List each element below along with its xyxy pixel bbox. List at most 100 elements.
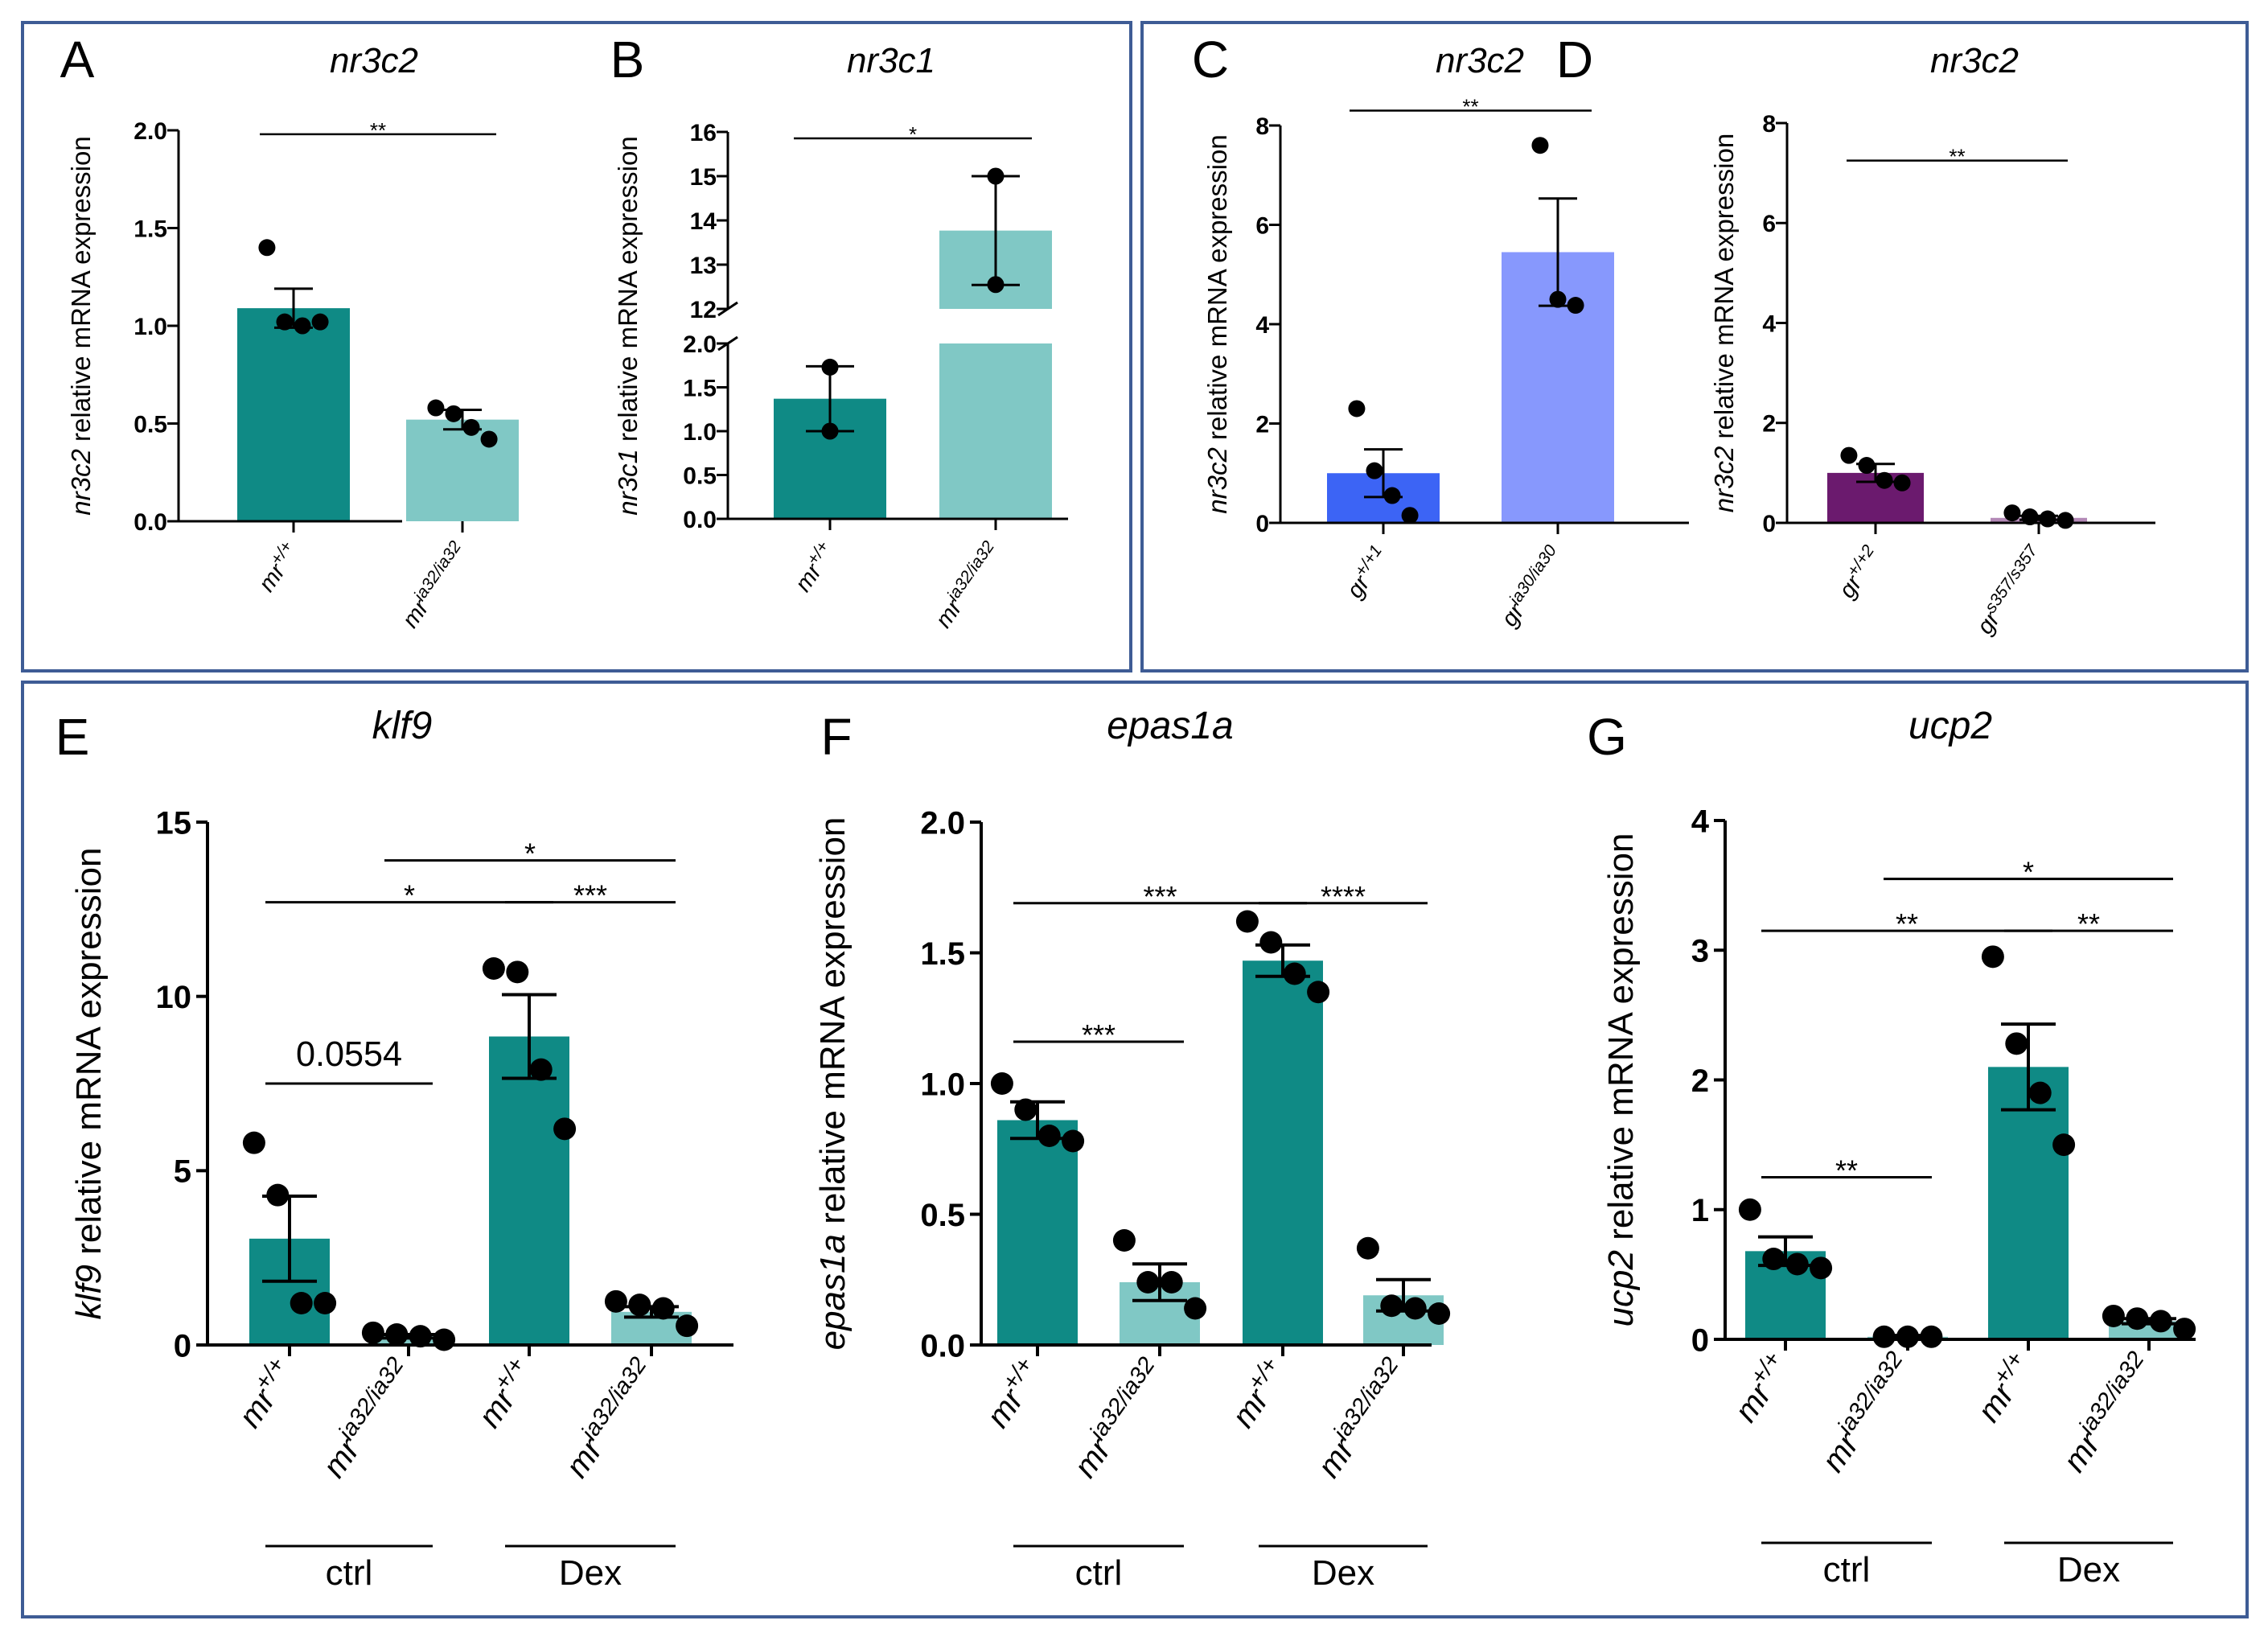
panel-c-data-point — [1348, 400, 1366, 417]
panel-a-data-point — [258, 239, 276, 257]
panel-g-bar — [1988, 1067, 2069, 1339]
category-superscript: ia32/ia32 — [334, 1352, 409, 1445]
panel-d-y-tick-label: 6 — [1762, 211, 1776, 237]
panel-a-letter: A — [60, 31, 95, 88]
panel-b-y-tick-label: 14 — [690, 208, 717, 235]
ylabel-gene: epas1a — [813, 1234, 853, 1350]
panel-g-data-point — [2052, 1133, 2076, 1157]
panel-d-data-point — [2003, 504, 2021, 522]
panel-e-data-point — [553, 1117, 577, 1141]
panel-f-significance-label: *** — [1143, 880, 1177, 913]
panel-f-significance-label: *** — [1082, 1018, 1116, 1051]
panel-f-data-point — [1283, 962, 1306, 985]
panel-d-title: nr3c2 — [1930, 41, 2019, 80]
panel-d-data-point — [2056, 512, 2074, 529]
panel-a-data-point — [276, 313, 294, 331]
panel-f-data-point — [1307, 981, 1330, 1004]
panel-d-category-label: grs357/s357 — [1969, 541, 2050, 640]
panel-e-bar — [368, 1336, 449, 1345]
panel-g-category-label: mr+/+ — [1724, 1347, 1798, 1428]
category-base: mr — [559, 1432, 610, 1484]
panel-g-data-point — [2005, 1032, 2028, 1055]
panel-e-y-tick-label: 0 — [174, 1328, 191, 1363]
panel-f-bar — [1243, 960, 1323, 1345]
panel-g-y-tick-label: 3 — [1691, 934, 1709, 969]
panel-d-data-point — [1858, 457, 1876, 475]
panel-c-letter: C — [1192, 31, 1229, 88]
panel-f-group-label: Dex — [1312, 1553, 1374, 1593]
panel-g-letter: G — [1587, 708, 1627, 766]
panel-f-title: epas1a — [1107, 705, 1233, 747]
panel-b-letter: B — [610, 31, 645, 88]
panel-g-data-point — [1738, 1198, 1761, 1221]
panel-g-data-point — [2149, 1310, 2172, 1333]
panel-a-category-label: mr+/+ — [251, 537, 305, 597]
panel-c-data-point — [1531, 137, 1549, 154]
ylabel-rest: relative mRNA expression — [1202, 134, 1232, 447]
panel-g-significance-label: ** — [1896, 907, 1918, 940]
panel-b-y-tick-label: 12 — [690, 297, 717, 323]
panel-e-category-label: mr+/+ — [468, 1352, 542, 1433]
ylabel-gene: nr3c2 — [1202, 447, 1232, 514]
panel-a-y-tick-label: 2.0 — [134, 118, 167, 145]
panel-c-y-tick-label: 6 — [1255, 212, 1269, 239]
panel-f-data-point — [1403, 1297, 1427, 1320]
panel-b-y-tick-label: 2.0 — [683, 331, 717, 358]
panel-c-category-label: gria30/ia30 — [1494, 541, 1569, 631]
panel-f-y-tick-label: 1.0 — [920, 1067, 965, 1102]
panel-a-y-tick-label: 0.5 — [134, 411, 167, 438]
panel-f-y-tick-label: 1.5 — [920, 936, 965, 972]
frame-panels-efg — [21, 681, 2249, 1618]
category-superscript: ia32/ia32 — [1329, 1352, 1404, 1445]
panel-f-data-point — [990, 1072, 1013, 1095]
category-superscript: ia32/ia32 — [410, 537, 465, 604]
panel-a-y-tick-label: 1.5 — [134, 216, 167, 242]
category-base: mr — [1728, 1376, 1780, 1429]
category-base: mr — [316, 1432, 368, 1484]
panel-d-data-point — [1876, 471, 1893, 489]
panel-g-group-label: Dex — [2057, 1550, 2120, 1590]
panel-g-group-label: ctrl — [1823, 1550, 1871, 1590]
panel-c-data-point — [1401, 507, 1419, 524]
panel-b-category-label: mr+/+ — [787, 537, 841, 597]
panel-f-data-point — [1356, 1236, 1379, 1260]
panel-e-group-label: ctrl — [326, 1553, 373, 1593]
panel-e-data-point — [433, 1328, 456, 1351]
panel-d-letter: D — [1556, 31, 1593, 88]
panel-f-category-label: mria32/ia32 — [1307, 1352, 1415, 1483]
panel-g-significance-label: * — [2023, 856, 2034, 889]
frame-panels-ab — [21, 21, 1132, 672]
panel-f-ylabel: epas1a relative mRNA expression — [813, 817, 853, 1351]
panel-a-data-point — [462, 418, 480, 436]
panel-g-title: ucp2 — [1908, 705, 1992, 747]
panel-e-data-point — [604, 1289, 627, 1313]
ylabel-gene: nr3c2 — [66, 449, 96, 516]
panel-e-y-tick-label: 15 — [156, 805, 192, 841]
panel-f-bar — [997, 1120, 1078, 1345]
ylabel-rest: relative mRNA expression — [66, 136, 96, 449]
ylabel-gene: nr3c1 — [613, 449, 643, 516]
panel-a-category-label: mria32/ia32 — [395, 537, 474, 633]
panel-d-data-point — [1840, 446, 1858, 464]
panel-c-data-point — [1383, 487, 1401, 504]
category-base: mr — [931, 594, 968, 632]
panel-f-data-point — [1184, 1297, 1207, 1320]
panel-e-ylabel: klf9 relative mRNA expression — [69, 848, 109, 1320]
ylabel-rest: relative mRNA expression — [69, 848, 109, 1265]
panel-c-ylabel: nr3c2 relative mRNA expression — [1202, 134, 1232, 513]
panel-b-y-tick-label: 1.5 — [683, 376, 717, 402]
category-base: mr — [1067, 1432, 1119, 1484]
ylabel-gene: ucp2 — [1601, 1250, 1641, 1326]
panel-f-letter: F — [820, 708, 852, 766]
category-superscript: ia32/ia32 — [1833, 1347, 1908, 1439]
panel-a-y-tick-label: 1.0 — [134, 314, 167, 340]
category-superscript: ia30/ia30 — [1506, 541, 1560, 608]
panel-g-data-point — [1981, 945, 2004, 969]
panel-f-category-label: mria32/ia32 — [1063, 1352, 1172, 1483]
panel-a-data-point — [294, 317, 311, 335]
panel-e-category-label: mria32/ia32 — [555, 1352, 664, 1483]
panel-g-category-label: mr+/+ — [1967, 1347, 2041, 1428]
panel-c-title: nr3c2 — [1436, 41, 1524, 80]
category-superscript: ia32/ia32 — [943, 537, 998, 604]
panel-g-significance-label: ** — [2077, 907, 2100, 940]
